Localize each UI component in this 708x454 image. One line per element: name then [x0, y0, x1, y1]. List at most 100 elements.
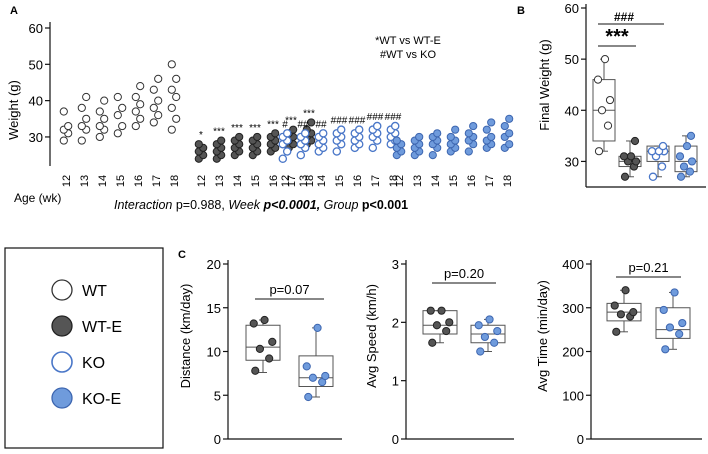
panelB-y-tick-label: 30	[565, 154, 579, 169]
panelC1-point	[308, 373, 318, 382]
panel-c-avg-speed-box: Avg Speed (km/h) 0 1 2 3 p=0.20	[364, 257, 514, 447]
panel-a-point	[77, 121, 86, 131]
panelC3-box	[655, 307, 691, 339]
panelC3-pvalue-label: p=0.21	[628, 260, 668, 275]
panel-label-b: B	[517, 5, 525, 17]
panelC3-y-tick-label: 400	[562, 257, 584, 272]
panel-a-point	[282, 129, 292, 138]
panelB-box	[646, 145, 670, 162]
panel-a-point	[392, 136, 401, 145]
panel-a-week-tick-label: 13	[412, 175, 424, 187]
panel-a-y-tick-label: 30	[29, 130, 43, 145]
panelC2-point	[428, 338, 437, 347]
panel-a-x-axis-title: Age (wk)	[14, 191, 61, 205]
panelC3-point	[616, 310, 626, 319]
panel-a-point	[154, 74, 163, 83]
panel-a-point	[136, 114, 145, 123]
legend-marker-filled-gray-circle	[51, 315, 73, 337]
panel-a-point	[318, 129, 328, 138]
panel-a-point	[131, 92, 140, 102]
panel-a-point	[95, 121, 104, 131]
panelC3-point	[612, 327, 621, 336]
panel-a-week-tick-label: 15	[334, 175, 346, 187]
panel-a-point	[307, 118, 316, 127]
panel-a-point	[372, 121, 382, 131]
panel-a-week-tick-label: 12	[394, 175, 406, 187]
panel-a-note-line-2: #WT vs KO	[380, 49, 436, 61]
panelC3-point	[659, 305, 668, 315]
panelB-point	[682, 141, 692, 151]
panel-a-point	[278, 154, 288, 163]
panel-a-point	[482, 125, 491, 134]
legend-label: WT-E	[82, 319, 122, 336]
legend-label: KO	[82, 355, 105, 372]
panelC2-point	[476, 347, 485, 356]
panelC1-y-tick-label: 0	[214, 432, 221, 447]
panelC2-point	[493, 326, 502, 336]
panelB-point	[593, 75, 603, 84]
panel-a-point	[300, 129, 310, 138]
panel-a-significance-mark: ###	[367, 112, 384, 123]
panel-b-y-axis-label: Final Weight (g)	[537, 39, 552, 131]
panelB-point	[675, 152, 685, 161]
panelC1-point	[268, 337, 277, 346]
panel-a-point	[131, 121, 140, 131]
panelB-point	[597, 106, 607, 115]
legend-marker-filled-blue-circle	[51, 387, 73, 409]
panel-a-point	[136, 82, 145, 91]
panel-a-significance-mark: ##	[315, 119, 327, 130]
panelC2-pvalue-label: p=0.20	[444, 266, 484, 281]
panelB-y-tick-label: 40	[565, 103, 579, 118]
panelC3-point	[678, 318, 687, 328]
panelC1-point	[304, 392, 313, 402]
panelB-point	[648, 172, 658, 182]
panel-a-significance-mark: ***	[303, 108, 315, 119]
panel-a-week-tick-label: 13	[298, 175, 310, 187]
panel-c-distance-box: Distance (km/day) 0 5 10 15 20 p=0.07	[178, 257, 342, 447]
panel-a-point	[154, 111, 163, 120]
panel-a-point	[77, 136, 86, 145]
panelB-point	[605, 95, 615, 105]
panelB-point	[685, 167, 695, 176]
panelC3-point	[661, 345, 670, 354]
panelB-y-tick-label: 50	[565, 52, 579, 67]
panel-a-significance-mark: *	[199, 130, 203, 141]
panel-label-c: C	[178, 249, 186, 261]
panel-a-point	[253, 132, 262, 142]
panelC1-point	[249, 319, 258, 328]
panel-a-point	[289, 125, 298, 134]
panelB-point	[676, 172, 686, 181]
panelB-point	[594, 147, 604, 156]
panel-a-point	[354, 125, 364, 134]
panel-a-point	[113, 111, 122, 120]
panel-a-significance-mark: ***	[213, 127, 225, 138]
panelC1-point	[260, 315, 269, 325]
caption-interaction-p: p=0.988,	[172, 198, 228, 212]
panel-a-week-tick-label: 12	[196, 175, 208, 187]
panelB-point	[647, 146, 657, 156]
panelB-point	[679, 162, 689, 171]
panelB-sig-label: ###	[614, 10, 634, 24]
panel-a-point	[172, 92, 181, 102]
panel-a-point	[464, 129, 473, 138]
panel-a-week-tick-label: 16	[133, 175, 145, 187]
panelC2-y-tick-label: 0	[392, 432, 399, 447]
panel-a-point	[172, 74, 181, 83]
panelB-point	[631, 157, 641, 166]
panelC3-y-tick-label: 0	[577, 432, 584, 447]
panelC2-y-tick-label: 1	[392, 374, 399, 389]
panel-a-week-tick-label: 12	[280, 175, 292, 187]
panel-a-point	[487, 132, 496, 142]
panel-a-week-tick-label: 13	[214, 175, 226, 187]
panel-a-point	[77, 103, 86, 112]
panel-a-point	[167, 125, 176, 134]
panel-a-week-tick-label: 15	[448, 175, 460, 187]
panel-a-week-tick-label: 16	[268, 175, 280, 187]
panel-a-significance-mark: ***	[285, 116, 297, 127]
panel-a-point	[131, 107, 140, 116]
panel-a-week-tick-label: 17	[151, 175, 163, 187]
panel-a-point	[167, 103, 176, 112]
panel-a-week-tick-label: 18	[388, 175, 400, 187]
panel-a-point	[217, 136, 226, 145]
legend-border	[4, 247, 164, 449]
